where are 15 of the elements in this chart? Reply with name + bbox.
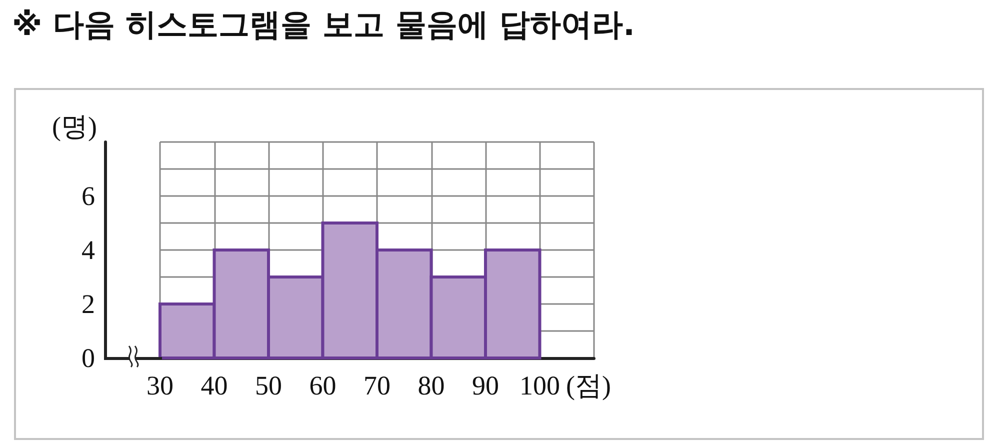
- y-tick-label: 6: [82, 181, 95, 211]
- x-axis-title: (점): [566, 370, 611, 400]
- x-tick-label: 60: [309, 370, 336, 400]
- y-tick-label: 0: [82, 343, 95, 373]
- chart-title: ※ 다음 히스토그램을 보고 물음에 답하여라.: [12, 6, 635, 45]
- x-tick-label: 50: [255, 370, 282, 400]
- x-tick-label: 90: [472, 370, 499, 400]
- y-tick-label: 2: [82, 289, 95, 319]
- x-tick-label: 70: [364, 370, 390, 400]
- x-tick-label: 40: [200, 370, 228, 400]
- x-tick-label: 30: [146, 370, 174, 400]
- x-tick-label: 80: [418, 370, 445, 400]
- y-tick-label: 4: [82, 235, 96, 265]
- x-tick-label: 100: [520, 370, 560, 400]
- y-axis-title: (명): [52, 112, 97, 142]
